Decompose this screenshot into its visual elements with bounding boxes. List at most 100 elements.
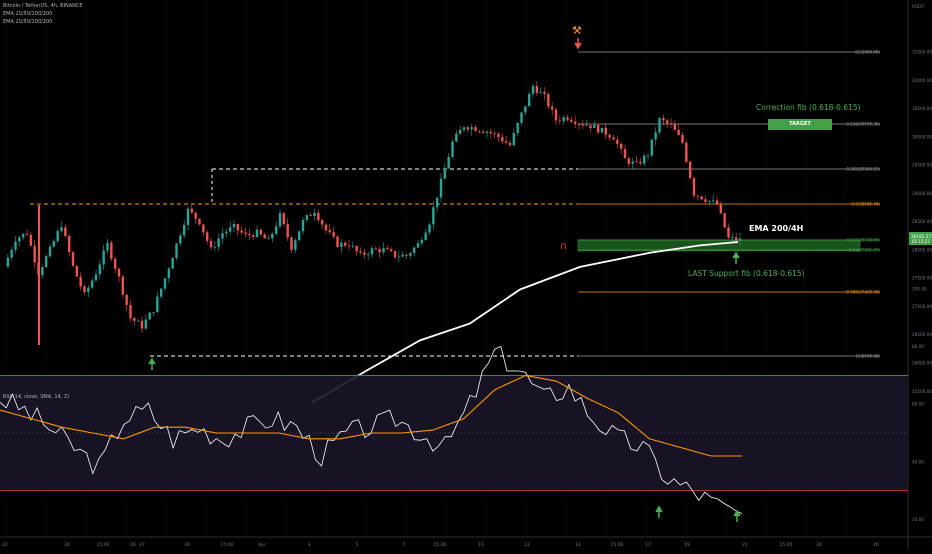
candle-body (198, 218, 201, 225)
hammer-icon: ⚒ (572, 24, 582, 37)
candle-body (688, 161, 692, 179)
candle-body (121, 276, 125, 295)
candle-body (573, 121, 577, 125)
candle-body (401, 254, 404, 257)
candle-body (75, 265, 79, 277)
candle-body (531, 85, 535, 94)
candle-body (543, 92, 546, 95)
time-tick-label: Apr (258, 542, 266, 548)
candle-body (412, 247, 416, 254)
time-tick-label: 26 (873, 542, 879, 548)
time-tick-label: 15:00 (780, 542, 793, 548)
candle-body (520, 112, 523, 124)
candle-body (255, 229, 259, 237)
candle-body (263, 234, 266, 239)
price-tick-label: 31500.00 (912, 50, 932, 55)
candle-body (577, 124, 581, 125)
currency-label: USDT (912, 4, 925, 10)
candle-body (669, 123, 673, 125)
candle-body (562, 117, 565, 122)
candle-body (309, 215, 312, 216)
candle-body (190, 208, 194, 213)
candle-body (554, 109, 558, 121)
price-tick-label: 25500.00 (912, 389, 932, 394)
candle-body (64, 227, 67, 236)
candle-body (71, 252, 75, 266)
candle-body (297, 231, 301, 241)
candle-body (125, 294, 128, 305)
candle-body (734, 237, 738, 241)
candle-body (435, 197, 439, 208)
candle-body (420, 240, 424, 244)
candle-body (14, 241, 17, 250)
candle-body (428, 224, 431, 233)
candle-body (677, 129, 680, 135)
candle-body (328, 230, 332, 233)
candle-body (604, 127, 608, 135)
candle-body (194, 212, 197, 219)
candle-body (593, 124, 596, 128)
candle-body (451, 141, 454, 157)
candle-body (405, 254, 408, 256)
candle-body (90, 280, 94, 288)
candle-body (370, 248, 374, 255)
candle-body (723, 213, 726, 228)
candle-body (274, 226, 278, 234)
candle-body (144, 319, 148, 329)
candle-body (202, 224, 205, 233)
candle-body (56, 231, 59, 242)
candle-body (439, 178, 443, 198)
last-price-value: 28192.57 (911, 234, 931, 239)
candle-body (343, 242, 347, 246)
candle-body (485, 131, 489, 133)
rsi-tick-label: 100.00 (912, 287, 927, 292)
rsi-title: RSI (14, close, SMA, 14, 2) (3, 394, 70, 400)
fib-level-label: 1(26506.68) (855, 354, 880, 359)
time-tick-label: 26 (130, 542, 136, 548)
candle-body (585, 125, 588, 127)
time-tick-label: 14 (575, 542, 581, 548)
candle-body (639, 161, 642, 164)
candle-body (29, 234, 33, 246)
candle-body (33, 245, 36, 263)
candle-body (527, 93, 531, 107)
candle-body (301, 219, 305, 232)
time-tick-label: 19 (684, 542, 690, 548)
ema-200-line (311, 241, 739, 404)
candle-body (432, 207, 435, 225)
target-badge[interactable]: TARGET (768, 119, 832, 130)
candle-body (347, 245, 351, 247)
candle-body (631, 161, 634, 164)
candle-body (673, 123, 677, 130)
arrow-up-icon (655, 505, 663, 518)
candle-body (290, 237, 293, 250)
candle-body (217, 238, 220, 247)
time-tick-label: 17 (645, 542, 651, 548)
ema-200-label: EMA 200/4H (749, 224, 804, 233)
time-tick-label: 3 (308, 542, 311, 548)
candle-body (324, 224, 328, 231)
candle-body (612, 137, 615, 140)
time-tick-label: 29 (184, 542, 190, 548)
candle-body (654, 132, 657, 140)
candle-body (41, 267, 44, 276)
price-tick-label: 26500.00 (912, 332, 932, 337)
candle-body (662, 118, 665, 121)
candle-body (332, 232, 335, 237)
time-tick-label: 27 (139, 542, 145, 548)
price-tick-label: 28000.00 (912, 247, 932, 252)
candle-body (416, 243, 420, 248)
candle-body (48, 246, 52, 257)
candle-body (566, 117, 569, 120)
symbol-title: Bitcoin / TetherUS, 4h, BINANCE (3, 3, 83, 9)
candle-body (508, 142, 512, 146)
candle-body (305, 215, 309, 220)
candle-body (282, 213, 286, 225)
candle-body (504, 141, 508, 143)
rsi-tick-label: 40.00 (912, 459, 924, 464)
candle-body (163, 278, 167, 289)
arrow-up-icon (148, 357, 156, 370)
time-tick-label: 10 (478, 542, 484, 548)
